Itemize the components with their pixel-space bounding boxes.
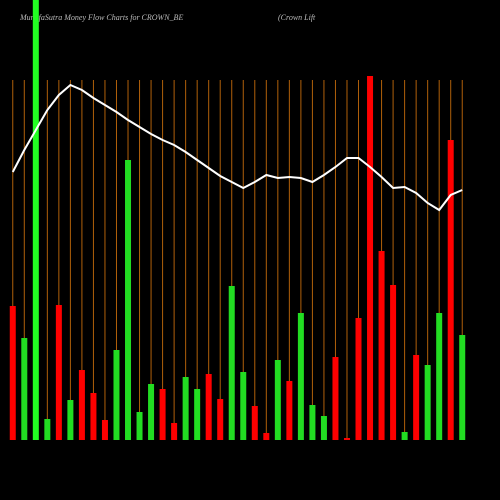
- bar: [367, 76, 374, 440]
- bar: [240, 372, 247, 440]
- bar: [228, 286, 235, 440]
- bar: [424, 365, 431, 440]
- bar: [67, 400, 74, 440]
- money-flow-line: [11, 83, 463, 212]
- bar: [9, 306, 16, 440]
- bar: [378, 251, 385, 440]
- chart-subtitle: (Crown Lift: [278, 13, 316, 22]
- bar: [401, 432, 408, 440]
- bar: [182, 377, 189, 440]
- bar: [309, 405, 316, 440]
- bar: [136, 412, 143, 440]
- bar: [263, 433, 270, 440]
- bar: [459, 335, 466, 440]
- bar: [32, 0, 39, 440]
- bar: [90, 393, 97, 440]
- bar: [205, 374, 212, 440]
- bar: [251, 406, 258, 440]
- bar: [447, 140, 454, 440]
- bar: [44, 419, 51, 440]
- bar: [436, 313, 443, 440]
- bar: [78, 370, 85, 440]
- chart-title: MunafaSutra Money Flow Charts for CROWN_…: [19, 13, 183, 22]
- bar: [21, 338, 28, 440]
- bar: [355, 318, 362, 440]
- bar: [274, 360, 281, 440]
- bar: [113, 350, 120, 440]
- bar: [194, 389, 201, 440]
- bar: [390, 285, 397, 440]
- bar: [55, 305, 62, 440]
- bar: [320, 416, 327, 440]
- bar: [286, 381, 293, 440]
- bar: [125, 160, 132, 440]
- bar: [159, 389, 166, 440]
- bar: [332, 357, 339, 440]
- bar: [101, 420, 108, 440]
- bar: [343, 438, 350, 440]
- bar: [217, 399, 224, 440]
- bar: [413, 355, 420, 440]
- bar: [297, 313, 304, 440]
- bar: [148, 384, 155, 440]
- bar: [171, 423, 178, 440]
